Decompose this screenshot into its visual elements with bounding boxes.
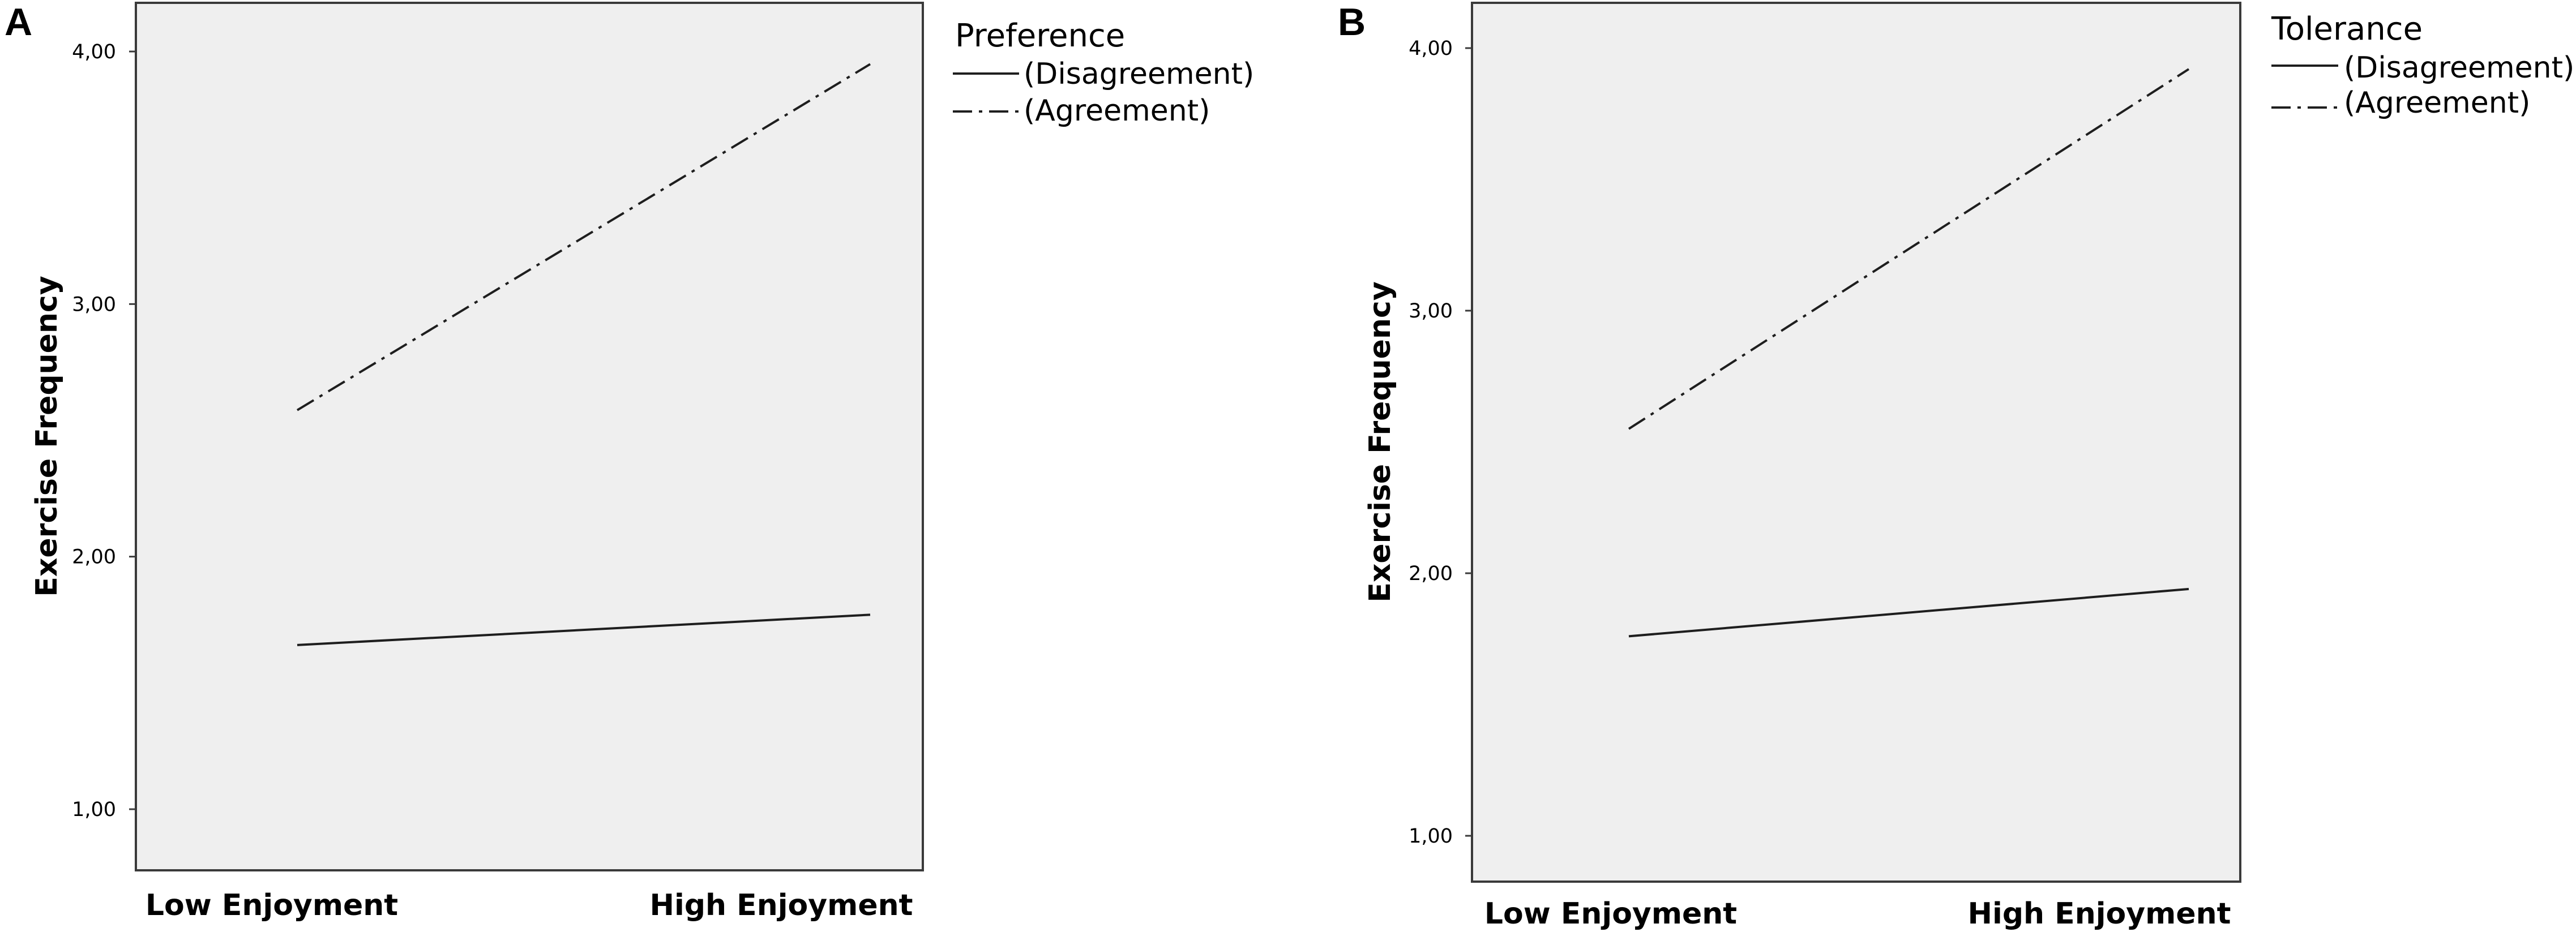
chart-panel-a: A 1,00 2,00 3,00 4,00 Exercise Frequency Lo… (5, 1, 1254, 922)
legend-label-disagreement: (Disagreement) (2344, 51, 2574, 85)
legend-label-agreement: (Agreement) (2344, 86, 2530, 120)
legend-title: Tolerance (2271, 11, 2423, 48)
legend-label-disagreement: (Disagreement) (1024, 57, 1254, 91)
chart-panel-b: B 1,00 2,00 3,00 4,00 Exercise Frequency Lo… (1338, 1, 2574, 931)
x-tick-label: Low Enjoyment (146, 888, 398, 922)
y-axis: 1,00 2,00 3,00 4,00 (1409, 37, 1472, 848)
x-tick-label: Low Enjoyment (1484, 897, 1737, 931)
y-axis-title: Exercise Frequency (1363, 281, 1397, 602)
y-tick-label: 3,00 (72, 293, 116, 316)
y-axis-title: Exercise Frequency (30, 276, 64, 596)
y-tick-label: 1,00 (72, 798, 116, 821)
x-tick-label: High Enjoyment (1967, 897, 2231, 931)
series-layer (296, 63, 871, 646)
y-tick-label: 1,00 (1409, 825, 1453, 848)
series-line-disagreement (297, 613, 871, 646)
y-tick-label: 2,00 (1409, 562, 1453, 585)
plot-area (1471, 2, 2241, 883)
y-tick-label: 2,00 (72, 546, 116, 569)
panel-letter: A (5, 1, 32, 44)
legend: Preference (Disagreement) (Agreement) (953, 18, 1254, 128)
legend: Tolerance (Disagreement) (Agreement) (2271, 11, 2574, 120)
y-tick-label: 4,00 (72, 41, 116, 63)
panel-letter: B (1338, 1, 1366, 44)
plot-area (135, 2, 924, 871)
legend-title: Preference (955, 18, 1125, 54)
series-layer (1628, 68, 2190, 638)
y-axis: 1,00 2,00 3,00 4,00 (72, 41, 136, 821)
series-line-agreement (1628, 68, 2190, 430)
y-tick-label: 3,00 (1409, 300, 1453, 323)
series-line-disagreement (1628, 587, 2189, 638)
x-tick-label: High Enjoyment (649, 888, 913, 922)
series-line-agreement (296, 63, 871, 411)
y-tick-label: 4,00 (1409, 37, 1453, 60)
legend-label-agreement: (Agreement) (1024, 94, 1210, 128)
